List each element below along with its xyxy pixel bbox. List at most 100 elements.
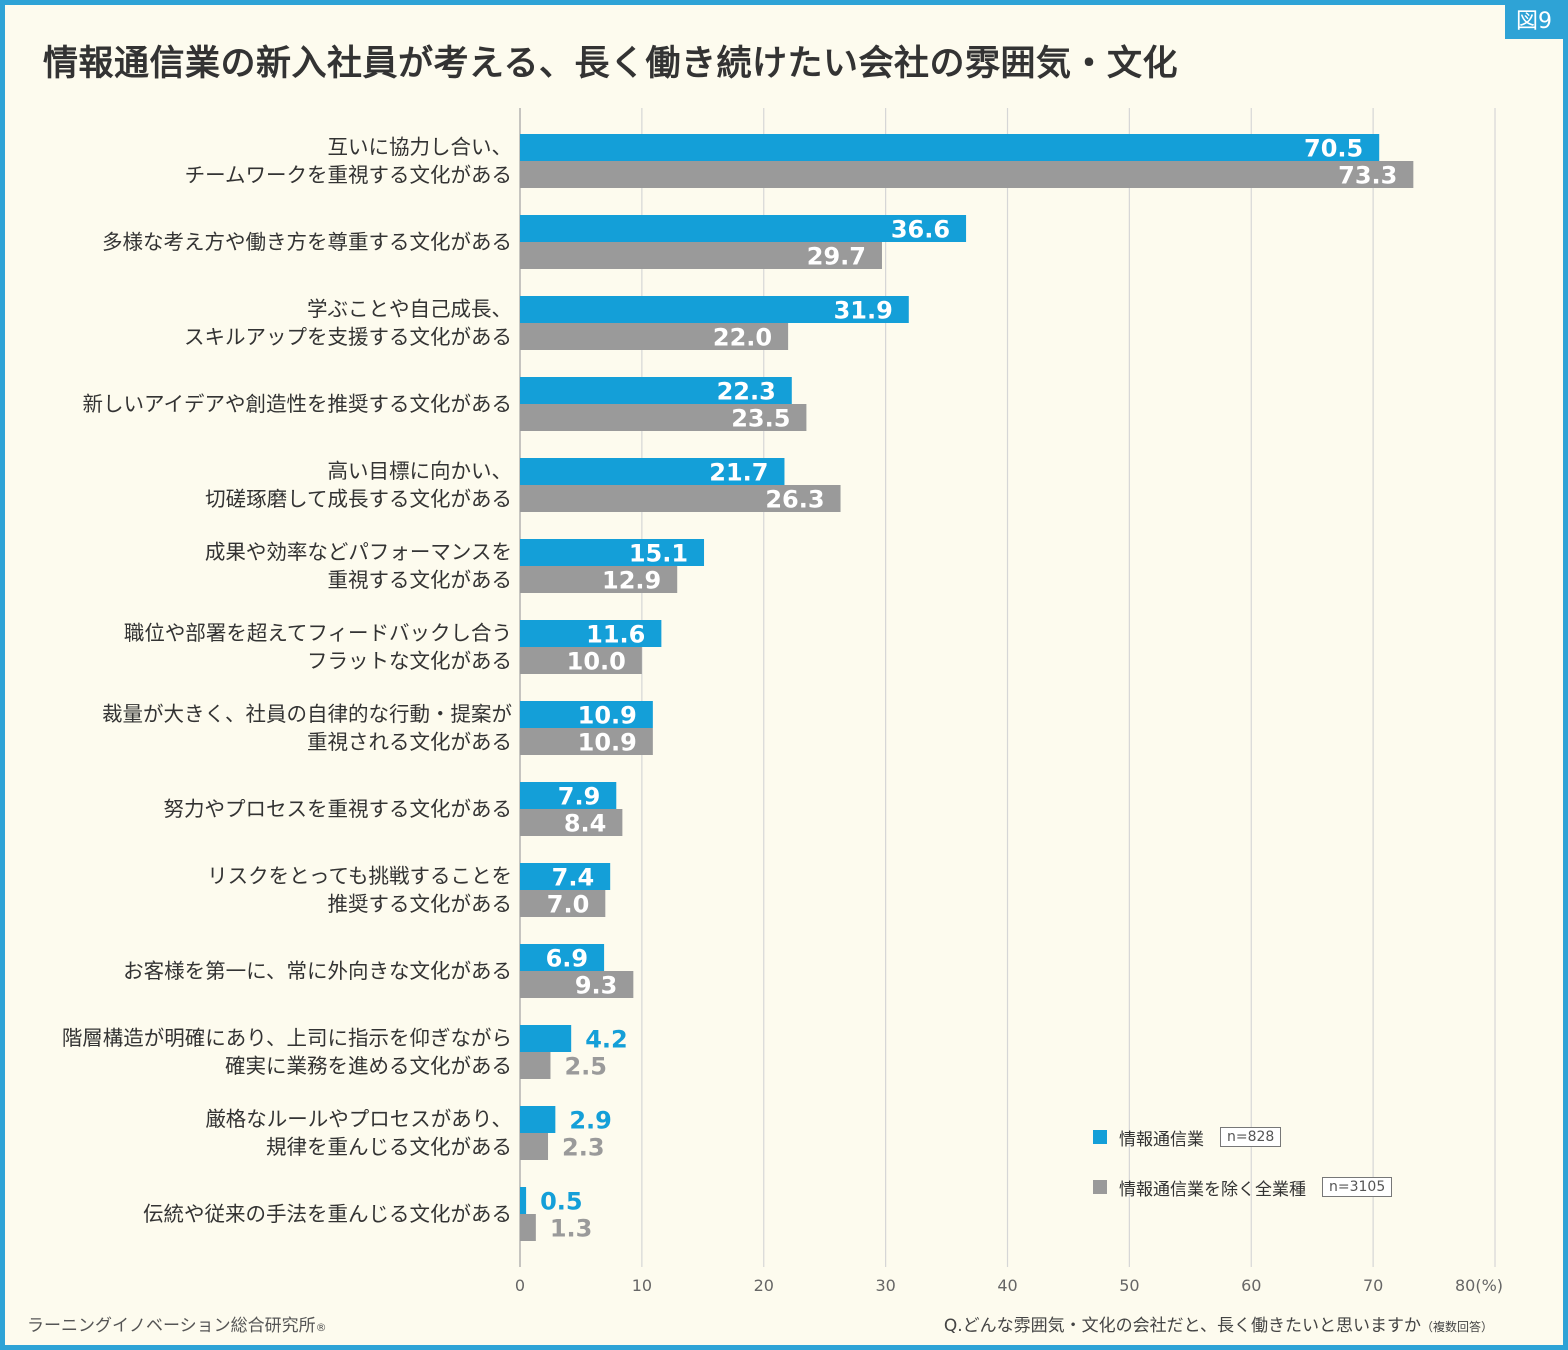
category-label: 規律を重んじる文化がある <box>266 1135 512 1159</box>
bar-all <box>520 323 789 350</box>
source-text: ラーニングイノベーション総合研究所 <box>27 1316 316 1336</box>
legend-swatch-all <box>1093 1180 1107 1194</box>
category-label: 新しいアイデアや創造性を推奨する文化がある <box>83 392 512 416</box>
bar-all-value-label: 10.0 <box>567 648 626 676</box>
bar-all <box>520 566 678 593</box>
bar-ict-value-label: 6.9 <box>546 945 589 973</box>
bar-all <box>520 242 882 269</box>
category-label: 多様な考え方や働き方を尊重する文化がある <box>102 230 512 254</box>
bar-chart: 70.573.3 36.6 29.7 31.9 22.0 22.323.5 21.726.3… <box>62 108 1503 1295</box>
category-label: 切磋琢磨して成長する文化がある <box>205 487 512 511</box>
bar-ict <box>520 377 792 404</box>
bar-ict-value-label: 22.3 <box>717 378 776 406</box>
bar-ict <box>520 1025 572 1052</box>
registered-mark: ® <box>315 1321 327 1334</box>
x-tick-label: 60 <box>1241 1276 1261 1295</box>
bar-ict-value-label: 4.2 <box>585 1026 628 1054</box>
category-labels: 互いに協力し合い、チームワークを重視する文化がある多様な考え方や働き方を尊重する… <box>62 135 512 1226</box>
legend-swatch-ict <box>1093 1130 1107 1144</box>
chart-title: 情報通信業の新入社員が考える、長く働き続けたい会社の雰囲気・文化 <box>43 44 1178 84</box>
bar-ict-value-label: 2.9 <box>569 1107 612 1135</box>
bar-all <box>520 485 841 512</box>
category-label: 伝統や従来の手法を重んじる文化がある <box>143 1202 512 1226</box>
bar-all-value-label: 73.3 <box>1338 162 1397 190</box>
bar-ict <box>520 539 705 566</box>
question-note: （複数回答） <box>1420 1320 1493 1334</box>
bar-ict <box>520 215 967 242</box>
x-tick-label: 10 <box>632 1276 652 1295</box>
x-tick-label: 70 <box>1363 1276 1383 1295</box>
bar-all-value-label: 2.3 <box>562 1134 605 1162</box>
x-tick-label: 80(%) <box>1455 1276 1503 1295</box>
bar-all-value-label: 2.5 <box>564 1053 607 1081</box>
bar-ict-value-label: 36.6 <box>891 216 950 244</box>
bar-all <box>520 1133 549 1160</box>
bar-ict <box>520 701 653 728</box>
bar-all-value-label: 10.9 <box>578 729 637 757</box>
bar-ict <box>520 296 909 323</box>
x-tick-label: 0 <box>515 1276 525 1295</box>
category-label: 裁量が大きく、社員の自律的な行動・提案が <box>102 702 512 726</box>
x-tick-label: 40 <box>997 1276 1017 1295</box>
bar-ict-value-label: 31.9 <box>834 297 893 325</box>
category-label: 厳格なルールやプロセスがあり、 <box>205 1107 512 1131</box>
bar-all <box>520 728 653 755</box>
category-label: 確実に業務を進める文化がある <box>225 1054 512 1078</box>
bar-all <box>520 1052 551 1079</box>
bar-all-value-label: 23.5 <box>731 405 790 433</box>
bar-all <box>520 647 642 674</box>
bar-all <box>520 161 1414 188</box>
bar-ict-value-label: 10.9 <box>578 702 637 730</box>
category-label: 重視される文化がある <box>307 730 512 754</box>
bar-ict <box>520 782 617 809</box>
bar-all-value-label: 9.3 <box>575 972 618 1000</box>
x-axis-ticks: 0 10 20 30 40 50 60 70 80(%) <box>515 1276 1503 1295</box>
legend-item-all: 情報通信業を除く全業種 n=3105 <box>1093 1173 1393 1201</box>
category-label: 成果や効率などパフォーマンスを <box>205 540 512 564</box>
bar-ict-value-label: 15.1 <box>629 540 688 568</box>
x-tick-label: 20 <box>754 1276 774 1295</box>
bar-all-value-label: 8.4 <box>564 810 607 838</box>
category-label: お客様を第一に、常に外向きな文化がある <box>123 959 512 983</box>
x-tick-label: 30 <box>875 1276 895 1295</box>
category-label: 努力やプロセスを重視する文化がある <box>164 797 513 821</box>
category-label: 学ぶことや自己成長、 <box>307 297 512 321</box>
bar-all-value-label: 26.3 <box>765 486 824 514</box>
source-credit: ラーニングイノベーション総合研究所® <box>27 1311 327 1336</box>
legend-n-ict: n=828 <box>1220 1127 1282 1147</box>
legend-n-all: n=3105 <box>1322 1177 1393 1197</box>
bar-ict <box>520 1106 556 1133</box>
survey-question: Q.どんな雰囲気・文化の会社だと、長く働きたいと思いますか（複数回答） <box>944 1311 1493 1336</box>
bar-all-value-label: 7.0 <box>547 891 590 919</box>
legend: 情報通信業 n=828 情報通信業を除く全業種 n=3105 <box>1093 1123 1393 1223</box>
legend-label-ict: 情報通信業 <box>1119 1129 1204 1150</box>
bars: 70.573.3 36.6 29.7 31.9 22.0 22.323.5 21.726.3… <box>520 134 1414 1243</box>
chart-frame: 図9 情報通信業の新入社員が考える、長く働き続けたい会社の雰囲気・文化 70.5… <box>5 5 1563 1345</box>
category-label: 重視する文化がある <box>328 568 513 592</box>
bar-ict <box>520 620 662 647</box>
category-label: 高い目標に向かい、 <box>328 459 513 483</box>
legend-label-all: 情報通信業を除く全業種 <box>1119 1179 1306 1200</box>
bar-all <box>520 809 623 836</box>
bar-ict <box>520 1187 527 1214</box>
bar-ict-value-label: 21.7 <box>709 459 768 487</box>
bar-all-value-label: 22.0 <box>713 324 772 352</box>
bar-ict <box>520 134 1380 161</box>
bar-ict-value-label: 70.5 <box>1304 135 1363 163</box>
x-tick-label: 50 <box>1119 1276 1139 1295</box>
category-label: 互いに協力し合い、 <box>328 135 513 159</box>
bar-ict-value-label: 7.4 <box>552 864 595 892</box>
category-label: フラットな文化がある <box>307 649 512 673</box>
legend-item-ict: 情報通信業 n=828 <box>1093 1123 1392 1151</box>
category-label: チームワークを重視する文化がある <box>185 163 512 187</box>
category-label: 階層構造が明確にあり、上司に指示を仰ぎながら <box>62 1026 512 1050</box>
bar-all <box>520 971 634 998</box>
bar-ict <box>520 944 605 971</box>
category-label: スキルアップを支援する文化がある <box>184 325 512 349</box>
category-label: 推奨する文化がある <box>328 892 513 916</box>
bar-all <box>520 404 807 431</box>
bar-ict <box>520 863 611 890</box>
bar-ict-value-label: 0.5 <box>540 1188 583 1216</box>
figure-label: 図9 <box>1505 5 1563 39</box>
grid-lines <box>519 108 1496 1267</box>
